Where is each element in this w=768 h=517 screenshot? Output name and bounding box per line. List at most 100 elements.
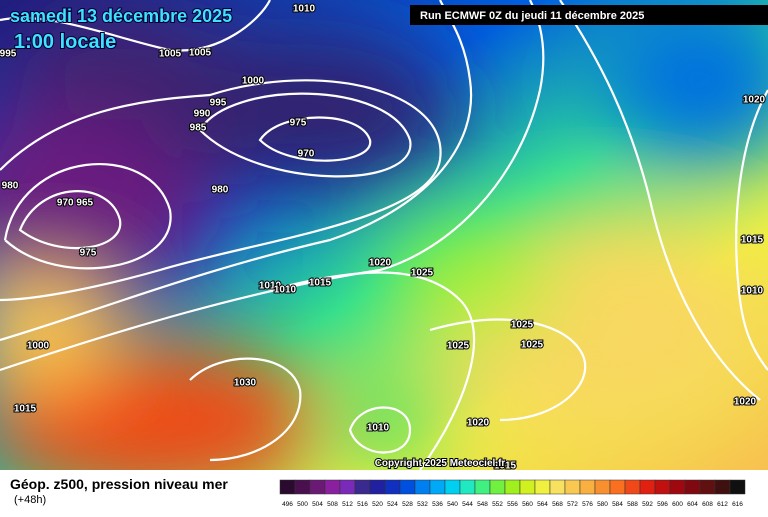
scale-label: 608 (702, 501, 713, 508)
isobar-label: 1010 (293, 4, 316, 15)
scale-label: 592 (642, 501, 653, 508)
scale-cell (474, 479, 491, 495)
isobar-label: 1020 (467, 418, 490, 429)
scale-label: 568 (552, 501, 563, 508)
isobar-label: 975 (290, 118, 307, 129)
scale-label: 528 (402, 501, 413, 508)
isobar-label: 975 (80, 248, 97, 259)
scale-label: 616 (732, 501, 743, 508)
scale-cell (414, 479, 431, 495)
isobar-label: 980 (212, 185, 229, 196)
scale-cell (714, 479, 731, 495)
field (0, 0, 768, 500)
scale-label: 504 (312, 501, 323, 508)
scale-label: 552 (492, 501, 503, 508)
scale-label: 556 (507, 501, 518, 508)
isobar-label: 1005 (189, 48, 212, 59)
isobar-label: 1000 (27, 341, 50, 352)
scale-label: 584 (612, 501, 623, 508)
scale-label: 536 (432, 501, 443, 508)
scale-label: 540 (447, 501, 458, 508)
isobar-label: 1025 (511, 320, 534, 331)
isobar-label: 1020 (743, 95, 766, 106)
isobar-label: 1000 (242, 76, 265, 87)
color-scale: 496 500 504 508 512 516 520 524 528 532 536 540 544 5… (279, 479, 746, 508)
copyright: Copyright 2025 Meteociel.fr (375, 458, 506, 469)
scale-label: 532 (417, 501, 428, 508)
isobar-label: 1020 (369, 258, 392, 269)
isobar-label: 1010 (741, 286, 764, 297)
isobar-label: 1010 (274, 285, 297, 296)
scale-label: 600 (672, 501, 683, 508)
scale-cell (564, 479, 581, 495)
isobar-label: 1010 (259, 281, 282, 292)
isobar-label: 1015 (494, 461, 517, 472)
isobar-label: 1015 (309, 278, 332, 289)
scale-label: 564 (537, 501, 548, 508)
isobar-label: 1015 (741, 235, 764, 246)
scale-label: 508 (327, 501, 338, 508)
scale-cell (534, 479, 551, 495)
isobar-label: 1025 (411, 268, 434, 279)
run-info: Run ECMWF 0Z du jeudi 11 décembre 2025 (420, 10, 644, 22)
title: samedi 13 décembre 2025 (10, 6, 232, 26)
isobar-label: 980 (2, 181, 19, 192)
run-box (410, 5, 768, 25)
scale-cell (444, 479, 461, 495)
isobar-label: 990 (194, 109, 211, 120)
scale-label: 588 (627, 501, 638, 508)
scale-cell (339, 479, 356, 495)
scale-label: 548 (477, 501, 488, 508)
scale-label: 596 (657, 501, 668, 508)
footer-lead: (+48h) (14, 494, 46, 506)
scale-cell (639, 479, 656, 495)
scale-cell (729, 479, 746, 495)
scale-cell (279, 479, 296, 495)
scale-cell (609, 479, 626, 495)
scale-label: 572 (567, 501, 578, 508)
isobar-label: 970 (298, 149, 315, 160)
local-time: 1:00 locale (14, 31, 116, 53)
scale-label: 512 (342, 501, 353, 508)
scale-label: 520 (372, 501, 383, 508)
scale-label: 496 (282, 501, 293, 508)
scale-cell (579, 479, 596, 495)
isobar-label: 1020 (734, 397, 757, 408)
isobar-label: 995 (0, 49, 17, 60)
isobar-label: 1010 (367, 423, 390, 434)
scale-cell (309, 479, 326, 495)
scale-cell (684, 479, 701, 495)
isobar-label: 1025 (521, 340, 544, 351)
scale-label: 544 (462, 501, 473, 508)
scale-cell (399, 479, 416, 495)
scale-label: 604 (687, 501, 698, 508)
isobar-label: 1025 (447, 341, 470, 352)
scale-cell (294, 479, 311, 495)
scale-cell (504, 479, 521, 495)
scale-label: 500 (297, 501, 308, 508)
scale-cell (669, 479, 686, 495)
footer-title: Géop. z500, pression niveau mer (10, 476, 228, 492)
isobar-label: 995 (210, 98, 227, 109)
scale-cell (699, 479, 716, 495)
isobar-label: 1005 (159, 49, 182, 60)
scale-label: 576 (582, 501, 593, 508)
scale-cell (519, 479, 536, 495)
isobars (0, 0, 768, 470)
scale-label: 516 (357, 501, 368, 508)
scale-cell (384, 479, 401, 495)
isobar-label: 985 (190, 123, 207, 134)
scale-label: 524 (387, 501, 398, 508)
scale-cell (489, 479, 506, 495)
scale-label: 560 (522, 501, 533, 508)
scale-cell (654, 479, 671, 495)
scale-cell (459, 479, 476, 495)
isobar-label: 1015 (14, 404, 37, 415)
isobar-label: 1030 (234, 378, 257, 389)
scale-cell (354, 479, 371, 495)
scale-label: 612 (717, 501, 728, 508)
isobar-label: 970 965 (57, 198, 94, 209)
scale-cell (594, 479, 611, 495)
